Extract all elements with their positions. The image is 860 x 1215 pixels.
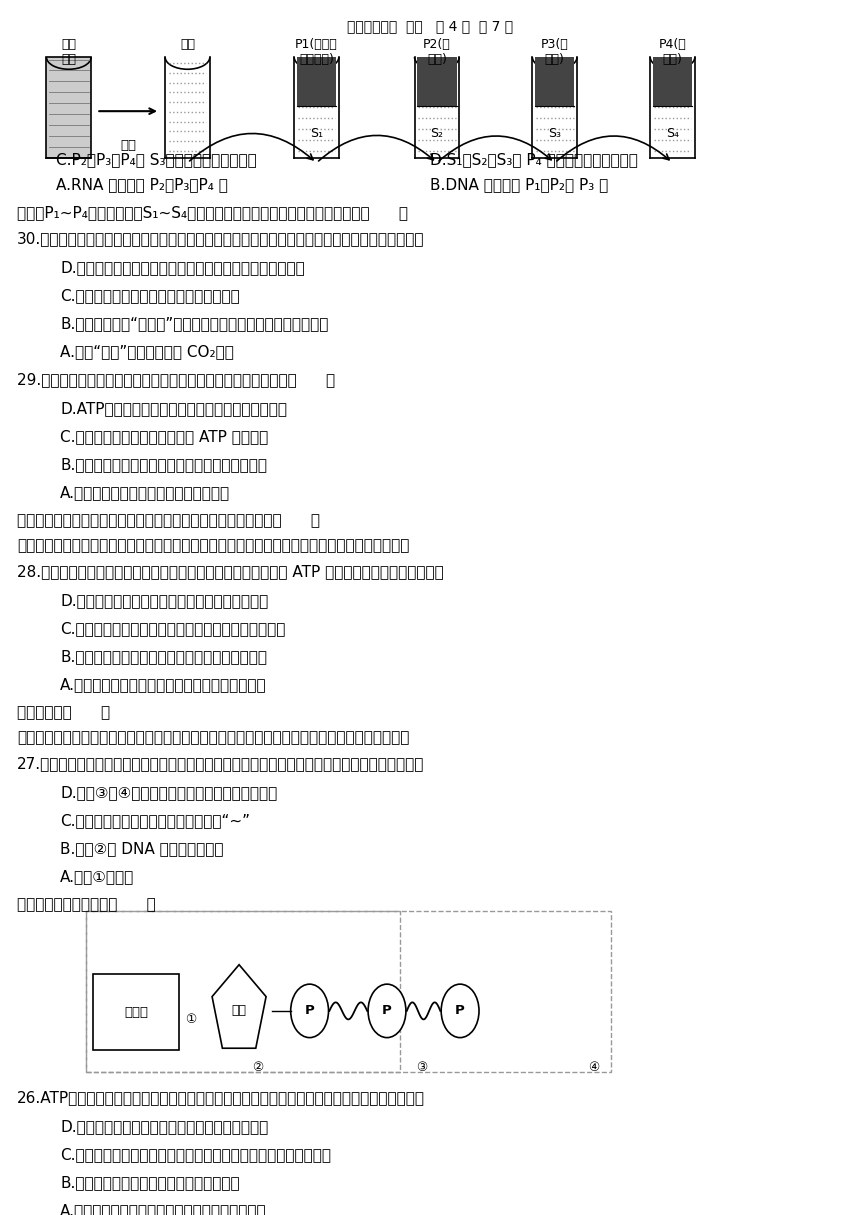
Circle shape <box>368 984 406 1038</box>
Text: D.高温可改变该蛋白的化学组成，从而改变其韧性: D.高温可改变该蛋白的化学组成，从而改变其韧性 <box>60 1119 268 1134</box>
Text: D.S₁、S₂、S₃和 P₄ 中均有膜结构的细胞器: D.S₁、S₂、S₃和 P₄ 中均有膜结构的细胞器 <box>430 152 638 166</box>
Text: ①: ① <box>185 1013 197 1025</box>
Circle shape <box>291 984 329 1038</box>
Text: S₁: S₁ <box>310 128 323 140</box>
Text: 叶肉
细胞: 叶肉 细胞 <box>61 38 77 66</box>
Text: D.高温灸活多酚氧化酶以防止过度氧化影响茶品质: D.高温灸活多酚氧化酶以防止过度氧化影响茶品质 <box>60 593 268 608</box>
Text: C.发酵时多酚氧化酶提供大量活化能加快了茶多酚氧化: C.发酵时多酚氧化酶提供大量活化能加快了茶多酚氧化 <box>60 621 286 635</box>
Text: 高一生物学科  试题   第 4 页  共 7 页: 高一生物学科 试题 第 4 页 共 7 页 <box>347 19 513 34</box>
Bar <box>93 974 179 1050</box>
Text: B.发酵时保持适宜的温度以维持多酚氧化酶的活性: B.发酵时保持适宜的温度以维持多酚氧化酶的活性 <box>60 649 267 663</box>
Bar <box>535 57 574 106</box>
Text: P: P <box>455 1005 465 1017</box>
Text: 酵、高温干燥等工序，其间多酚氧化酶催化茶多酚生成适量茶黄素是红茶风味形成的关键。下列叙: 酵、高温干燥等工序，其间多酚氧化酶催化茶多酚生成适量茶黄素是红茶风味形成的关键。… <box>17 730 409 745</box>
Text: B.用透气纱布或“创可贴”包扎伤口：增加通气量，利于细胞呼吸: B.用透气纱布或“创可贴”包扎伤口：增加通气量，利于细胞呼吸 <box>60 316 329 330</box>
Bar <box>653 57 692 106</box>
Text: 29.下列关于细胞呼吸及其在生产生活中的应用的叙述，错误的是（      ）: 29.下列关于细胞呼吸及其在生产生活中的应用的叙述，错误的是（ ） <box>17 372 335 386</box>
Text: 核糖: 核糖 <box>231 1005 247 1017</box>
Text: A.RNA 仅存在于 P₂、P₃、P₄ 中: A.RNA 仅存在于 P₂、P₃、P₄ 中 <box>56 177 228 192</box>
Text: 匀浆: 匀浆 <box>180 38 195 51</box>
Text: B.该蛋白的肽链由氨基酸通过肽键连接而成: B.该蛋白的肽链由氨基酸通过肽键连接而成 <box>60 1175 240 1189</box>
Text: 下列相关叙述错误的是（      ）: 下列相关叙述错误的是（ ） <box>17 897 156 911</box>
Bar <box>86 911 400 1072</box>
Text: P4(核
糖体): P4(核 糖体) <box>659 38 686 66</box>
Text: B.萤火虫发光细胞中的荧光素酶主要起到调节作用: B.萤火虫发光细胞中的荧光素酶主要起到调节作用 <box>60 457 267 471</box>
Text: A.揉捌能破坏细胞结构使多酚氧化酶与茶多酚接触: A.揉捌能破坏细胞结构使多酚氧化酶与茶多酚接触 <box>60 677 267 691</box>
Text: 28.萤火虫尾部的发光细胞中含有荧光素和荧光素酶。荧光素接受 ATP 供能后会被激活，在荧光素酶: 28.萤火虫尾部的发光细胞中含有荧光素和荧光素酶。荧光素接受 ATP 供能后会被… <box>17 564 444 578</box>
Text: S₃: S₃ <box>548 128 562 140</box>
Text: C.植物细胞内所有代谢反应都要 ATP 水解供能: C.植物细胞内所有代谢反应都要 ATP 水解供能 <box>60 429 268 443</box>
Circle shape <box>441 984 479 1038</box>
Text: A.该蛋白的基本组成单位与天然蜘螂丝蛋白的不同: A.该蛋白的基本组成单位与天然蜘螂丝蛋白的不同 <box>60 1203 267 1215</box>
Text: C.P₂、P₃、P₄和 S₃均能合成相应的蛋白质: C.P₂、P₃、P₄和 S₃均能合成相应的蛋白质 <box>56 152 256 166</box>
Bar <box>46 57 91 158</box>
Text: 腺嗈凈: 腺嗈凈 <box>124 1006 148 1018</box>
Polygon shape <box>212 965 266 1049</box>
Text: P: P <box>382 1005 392 1017</box>
Text: D.图中③和④的相互转化保证了细胞内的能量供应: D.图中③和④的相互转化保证了细胞内的能量供应 <box>60 785 278 799</box>
Text: P2(叶
绿体): P2(叶 绿体) <box>423 38 451 66</box>
Text: 的作用下与氧气发生反应生成氧化荧光素，且释放的能量几乎都转化为光能，科学家正尝试利用这: 的作用下与氧气发生反应生成氧化荧光素，且释放的能量几乎都转化为光能，科学家正尝试… <box>17 538 409 553</box>
Text: ②: ② <box>252 1062 264 1074</box>
Text: B.DNA 仅存在于 P₁、P₂和 P₃ 中: B.DNA 仅存在于 P₁、P₂和 P₃ 中 <box>430 177 608 192</box>
Text: S₄: S₄ <box>666 128 679 140</box>
Text: 26.ATP是细胞内重要的化合物，对生命活动的正常进行具有非常重要的作用，其结构如图所示。: 26.ATP是细胞内重要的化合物，对生命活动的正常进行具有非常重要的作用，其结构… <box>17 1090 425 1104</box>
Bar <box>297 57 336 106</box>
Text: P1(细胞壁
和细胞核): P1(细胞壁 和细胞核) <box>295 38 338 66</box>
Bar <box>86 911 611 1072</box>
Text: ③: ③ <box>415 1062 427 1074</box>
Text: A.构成荧光素酶分子的基本单位是核苷酸: A.构成荧光素酶分子的基本单位是核苷酸 <box>60 485 230 499</box>
Text: B.图中②是 DNA 的基本单位之一: B.图中②是 DNA 的基本单位之一 <box>60 841 224 855</box>
Bar <box>417 57 457 106</box>
Text: D.ATP无物种特异性为荧光树的培育成功提供了条件: D.ATP无物种特异性为荧光树的培育成功提供了条件 <box>60 401 287 416</box>
Text: 研磨: 研磨 <box>120 139 136 152</box>
Text: P: P <box>304 1005 315 1017</box>
Text: C.利用乳酸菌制作酸奶过程需密闭隔绬空气: C.利用乳酸菌制作酸奶过程需密闭隔绬空气 <box>60 288 240 303</box>
Text: 所示，P₁~P₄表示沉淠物，S₁~S₄表示上清液。据此分析，下列叙述正确的是（      ）: 所示，P₁~P₄表示沉淠物，S₁~S₄表示上清液。据此分析，下列叙述正确的是（ … <box>17 205 408 220</box>
Text: S₂: S₂ <box>430 128 444 140</box>
Text: A.图中①为腺苷: A.图中①为腺苷 <box>60 869 134 883</box>
Text: ④: ④ <box>587 1062 599 1074</box>
Text: P3(线
粒体): P3(线 粒体) <box>541 38 568 66</box>
Text: 30.研究叶肉细胞的结构和功能时，取匀浆或上清液依次离心将不同的结构分开，其过程和结果如图: 30.研究叶肉细胞的结构和功能时，取匀浆或上清液依次离心将不同的结构分开，其过程… <box>17 231 425 245</box>
Text: A.面团“发起”是酵母菌产生 CO₂所致: A.面团“发起”是酵母菌产生 CO₂所致 <box>60 344 234 358</box>
Text: 27.中国制茶工艺源远流长。红茶制作包括委凋、揉捌（揉可使茶叶成条，捌可破坏细胞结构）、发: 27.中国制茶工艺源远流长。红茶制作包括委凋、揉捌（揉可使茶叶成条，捌可破坏细胞… <box>17 756 425 770</box>
Text: D.要及时为板结的土壤松土透气，以保证根细胞的呼吸作用: D.要及时为板结的土壤松土透气，以保证根细胞的呼吸作用 <box>60 260 305 275</box>
Text: 述错误的是（      ）: 述错误的是（ ） <box>17 705 110 719</box>
Text: 一原理培育低能耗的转基因荧光树路灯。下列相关叙述正确的是（      ）: 一原理培育低能耗的转基因荧光树路灯。下列相关叙述正确的是（ ） <box>17 513 320 527</box>
Text: C.该蛋白彻底水解的产物可与双缩脲试剂发生作用，产生紫色反应: C.该蛋白彻底水解的产物可与双缩脲试剂发生作用，产生紫色反应 <box>60 1147 331 1162</box>
Text: C.萤火虫发光所需的能量来源于图中的“~”: C.萤火虫发光所需的能量来源于图中的“~” <box>60 813 250 827</box>
